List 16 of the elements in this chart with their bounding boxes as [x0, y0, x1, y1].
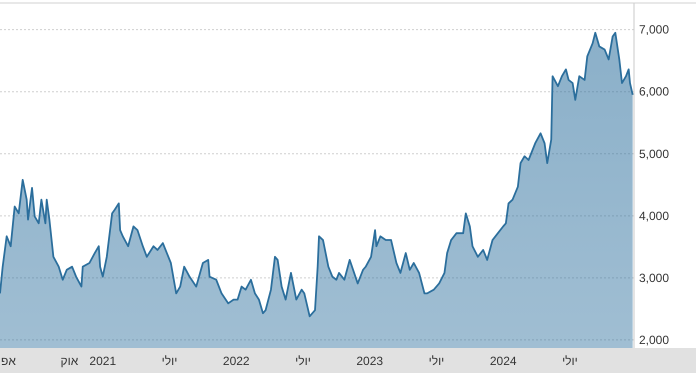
y-tick-label: 7,000: [639, 22, 670, 37]
y-tick-label: 5,000: [639, 146, 670, 161]
y-tick-label: 2,000: [639, 332, 670, 347]
x-tick-label: יולי: [295, 354, 311, 368]
x-tick-label: 2024: [490, 354, 517, 368]
x-tick-label: אפ: [1, 354, 16, 368]
y-tick-label: 4,000: [639, 208, 670, 223]
x-tick-label: יולי: [162, 354, 178, 368]
x-tick-label: אוק: [60, 354, 79, 368]
x-tick-label: 2021: [89, 354, 116, 368]
x-tick-label: יולי: [562, 354, 578, 368]
x-tick-label: 2023: [356, 354, 384, 368]
x-tick-label: יולי: [428, 354, 444, 368]
y-tick-label: 6,000: [639, 84, 670, 99]
y-tick-label: 3,000: [639, 270, 670, 285]
x-tick-label: 2022: [222, 354, 250, 368]
